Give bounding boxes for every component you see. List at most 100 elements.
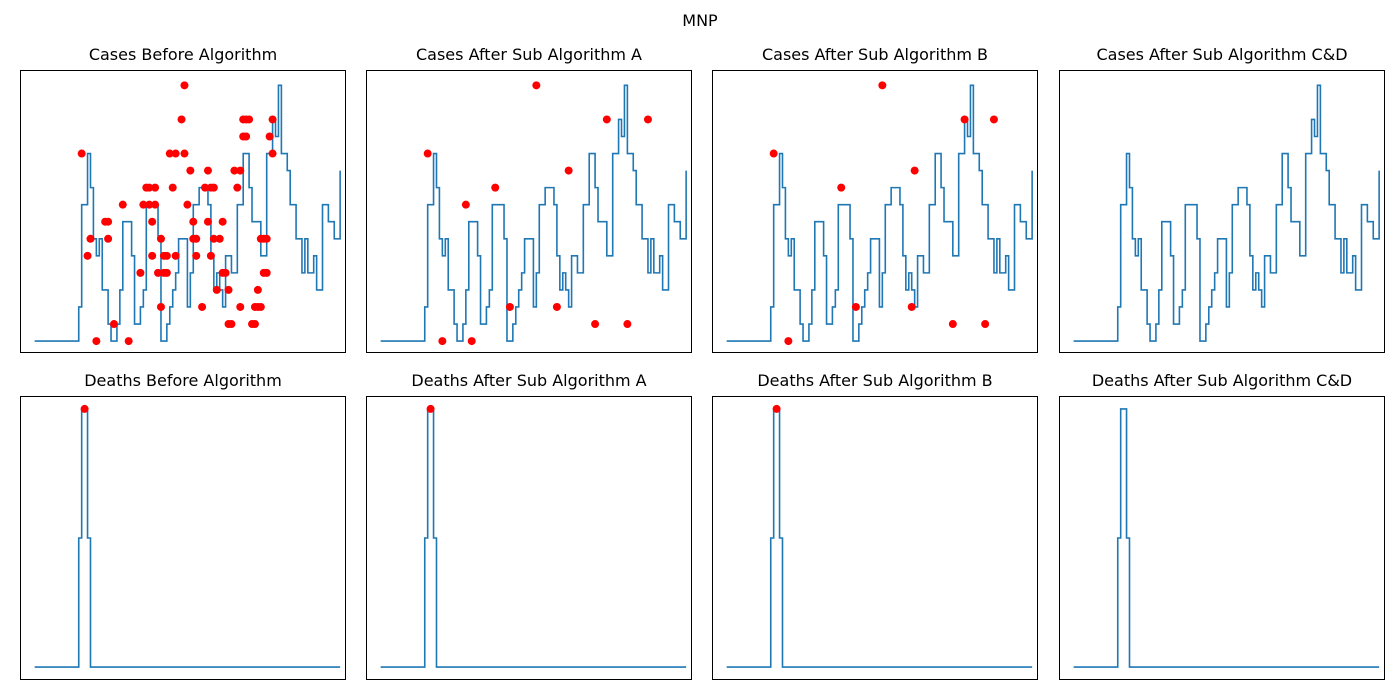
peak-point (981, 320, 990, 329)
plot-deaths-1 (20, 396, 346, 680)
peak-point (948, 320, 957, 329)
peak-point (461, 200, 470, 209)
peak-point (224, 285, 233, 294)
peak-point (491, 183, 500, 192)
peak-point (209, 234, 218, 243)
peak-point (262, 234, 271, 243)
plot-frame (1059, 396, 1385, 680)
peak-point (151, 200, 160, 209)
peak-point (92, 337, 101, 346)
peak-point (772, 404, 781, 413)
peak-point (256, 302, 265, 311)
plot-frame (712, 396, 1038, 680)
plot-cases-3 (712, 70, 1038, 353)
peak-point (564, 166, 573, 175)
peak-point (250, 320, 259, 329)
peak-point (139, 200, 148, 209)
peak-point (148, 217, 157, 226)
peak-point (907, 302, 916, 311)
peak-point (201, 183, 210, 192)
plot-deaths-4 (1059, 396, 1385, 680)
peak-point (253, 285, 262, 294)
peak-point (136, 268, 145, 277)
series-line (726, 84, 1033, 342)
peak-point (784, 337, 793, 346)
peak-point (423, 149, 432, 158)
peak-point (148, 251, 157, 260)
peak-point (245, 115, 254, 124)
peak-point (643, 115, 652, 124)
plot-frame (20, 70, 346, 353)
peak-point (118, 200, 127, 209)
peak-point (769, 149, 778, 158)
panel-title: Deaths Before Algorithm (84, 371, 282, 390)
peak-point (209, 183, 218, 192)
plot-frame (366, 396, 692, 680)
peak-point (177, 115, 186, 124)
peak-point (623, 320, 632, 329)
peak-point (156, 234, 165, 243)
peak-point (203, 166, 212, 175)
peak-point (83, 251, 92, 260)
plot-deaths-2 (366, 396, 692, 680)
series-line (34, 84, 341, 342)
peak-point (183, 200, 192, 209)
peak-point (171, 149, 180, 158)
panel-title: Deaths After Sub Algorithm B (757, 371, 993, 390)
peak-point (104, 234, 113, 243)
peak-point (265, 132, 274, 141)
peak-point (145, 183, 154, 192)
series-line (380, 84, 687, 342)
peak-point (426, 404, 435, 413)
panel-title: Deaths After Sub Algorithm A (411, 371, 647, 390)
peak-point (233, 183, 242, 192)
plot-frame (366, 70, 692, 353)
peak-point (180, 81, 189, 90)
series-line (1073, 408, 1380, 668)
peak-point (192, 251, 201, 260)
peak-point (268, 149, 277, 158)
peak-point (180, 149, 189, 158)
peak-point (80, 404, 89, 413)
peak-point (203, 217, 212, 226)
panel-title: Cases After Sub Algorithm A (415, 45, 642, 64)
series-line (726, 408, 1033, 668)
peak-point (262, 268, 271, 277)
plot-frame (712, 70, 1038, 353)
peak-point (109, 320, 118, 329)
series-line (380, 408, 687, 668)
plot-deaths-3 (712, 396, 1038, 680)
peak-point (156, 302, 165, 311)
plot-frame (1059, 70, 1385, 353)
peak-point (124, 337, 133, 346)
peak-point (162, 251, 171, 260)
peak-point (242, 132, 251, 141)
peak-point (230, 166, 239, 175)
peak-point (186, 166, 195, 175)
peak-point (837, 183, 846, 192)
peak-point (206, 251, 215, 260)
plot-cases-1 (20, 70, 346, 353)
peak-point (505, 302, 514, 311)
panel-title: Cases After Sub Algorithm B (761, 45, 989, 64)
peak-point (77, 149, 86, 158)
plot-cases-4 (1059, 70, 1385, 353)
plot-frame (20, 396, 346, 680)
plot-cases-2 (366, 70, 692, 353)
peak-point (165, 149, 174, 158)
peak-point (552, 302, 561, 311)
peak-point (151, 183, 160, 192)
panel-title: Cases After Sub Algorithm C&D (1096, 45, 1348, 64)
peak-point (145, 200, 154, 209)
peak-point (268, 115, 277, 124)
peak-point (104, 217, 113, 226)
panel-title: Cases Before Algorithm (88, 45, 278, 64)
peak-point (212, 285, 221, 294)
peak-point (960, 115, 969, 124)
peak-point (878, 81, 887, 90)
peak-point (910, 166, 919, 175)
peak-point (591, 320, 600, 329)
peak-point (168, 183, 177, 192)
peak-point (154, 268, 163, 277)
